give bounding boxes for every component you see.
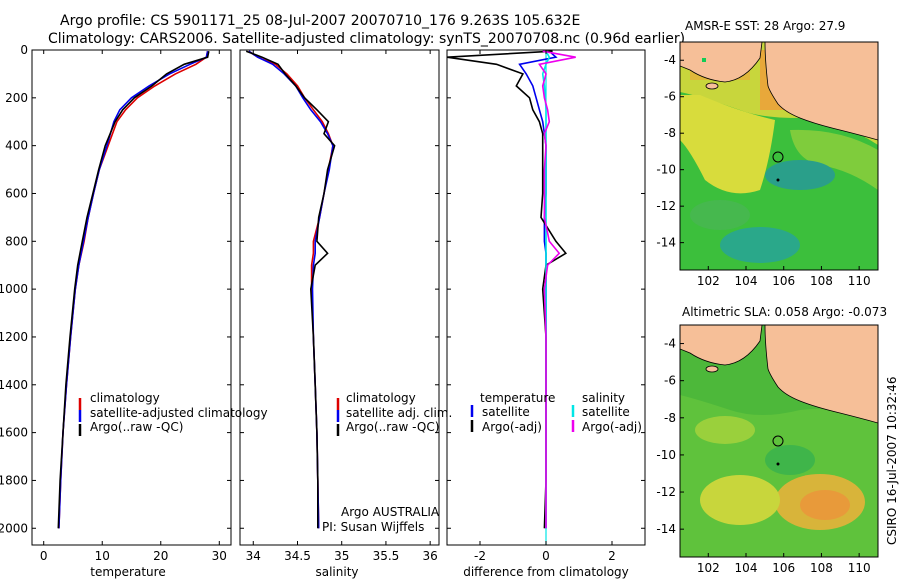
y-tick-label: 0 bbox=[20, 43, 28, 57]
map-x-tick-label: 110 bbox=[848, 561, 871, 575]
y-tick-label: 1600 bbox=[0, 426, 28, 440]
series-line-satellite-adj-clim- bbox=[248, 50, 334, 529]
difference-panel bbox=[447, 50, 576, 545]
x-tick-label: 35.5 bbox=[373, 549, 400, 563]
y-tick-label: 200 bbox=[5, 91, 28, 105]
sst-profile-dot bbox=[776, 178, 780, 182]
salinity-xlabel: salinity bbox=[315, 565, 358, 579]
map-y-tick-label: -10 bbox=[656, 163, 676, 177]
y-tick-label: 600 bbox=[5, 186, 28, 200]
sst-map bbox=[680, 42, 878, 270]
salinity-axes-frame bbox=[239, 49, 440, 546]
temperature-legend: climatology satellite-adjusted climatolo… bbox=[78, 391, 268, 436]
map-x-tick-label: 108 bbox=[810, 561, 833, 575]
map-x-tick-label: 102 bbox=[697, 274, 720, 288]
x-tick-label: 34 bbox=[246, 549, 261, 563]
timestamp-credit: CSIRO 16-Jul-2007 10:32:46 bbox=[885, 377, 899, 545]
difference-ticks: -2 0 2 bbox=[447, 49, 645, 563]
salinity-panel bbox=[245, 50, 336, 529]
y-tick-label: 1800 bbox=[0, 473, 28, 487]
map-x-tick-label: 106 bbox=[772, 274, 795, 288]
legend-label-climatology: climatology bbox=[90, 391, 160, 405]
x-tick-label: 0 bbox=[542, 549, 550, 563]
map-x-tick-label: 104 bbox=[735, 274, 758, 288]
series-line-satellite-adjusted-climatology bbox=[58, 51, 209, 529]
y-tick-label: 1400 bbox=[0, 378, 28, 392]
legend-label-satellite-adj: satellite adj. clim. bbox=[346, 406, 452, 420]
series-line-temperature-satellite bbox=[518, 50, 558, 529]
x-tick-label: 0 bbox=[40, 549, 48, 563]
series-line-climatology bbox=[58, 51, 209, 529]
map-x-tick-label: 106 bbox=[772, 561, 795, 575]
map-y-tick-label: -6 bbox=[664, 374, 676, 388]
salinity-ticks: 34 34.5 35 35.5 36 bbox=[240, 49, 439, 563]
map-x-tick-label: 102 bbox=[697, 561, 720, 575]
temperature-xlabel: temperature bbox=[90, 565, 165, 579]
temperature-panel bbox=[57, 51, 210, 529]
credit-line-2: PI: Susan Wijffels bbox=[322, 520, 424, 534]
y-tick-label: 400 bbox=[5, 139, 28, 153]
x-tick-label: 20 bbox=[153, 549, 168, 563]
x-tick-label: 30 bbox=[212, 549, 227, 563]
legend-label-satellite-adjusted: satellite-adjusted climatology bbox=[90, 406, 268, 420]
x-tick-label: -2 bbox=[474, 549, 486, 563]
legend-label-argo: Argo(..raw -QC) bbox=[90, 420, 183, 434]
series-line-argo-raw-qc- bbox=[57, 51, 210, 529]
legend-label-temp-argo: Argo(-adj) bbox=[482, 420, 542, 434]
y-tick-label: 1200 bbox=[0, 330, 28, 344]
sst-map-title: AMSR-E SST: 28 Argo: 27.9 bbox=[685, 19, 845, 33]
salinity-legend: climatology satellite adj. clim. Argo(..… bbox=[322, 391, 452, 534]
map-y-tick-label: -6 bbox=[664, 90, 676, 104]
map-y-tick-label: -8 bbox=[664, 126, 676, 140]
difference-legend: temperature satellite Argo(-adj) salinit… bbox=[470, 391, 642, 434]
x-tick-label: 2 bbox=[608, 549, 616, 563]
temperature-ticks: 0 10 20 30 0 200 400 600 800 1000 1200 1400 1600 1800… bbox=[0, 43, 231, 563]
legend-label-sal-argo: Argo(-adj) bbox=[582, 420, 642, 434]
map-y-tick-label: -12 bbox=[656, 199, 676, 213]
series-line-salinity-argo-adj- bbox=[538, 50, 576, 529]
x-tick-label: 10 bbox=[95, 549, 110, 563]
x-tick-label: 35 bbox=[334, 549, 349, 563]
x-tick-label: 36 bbox=[423, 549, 438, 563]
map-y-tick-label: -4 bbox=[664, 53, 676, 67]
map-y-tick-label: -14 bbox=[656, 522, 676, 536]
sst-map-ticks: 102 104 106 108 110 -4 -6 -8 -10 -12 -14 bbox=[656, 53, 870, 288]
legend-label-argo: Argo(..raw -QC) bbox=[346, 420, 439, 434]
sla-map-title: Altimetric SLA: 0.058 Argo: -0.073 bbox=[682, 305, 887, 319]
header-title-line2: Climatology: CARS2006. Satellite-adjuste… bbox=[48, 31, 685, 47]
map-x-tick-label: 104 bbox=[735, 561, 758, 575]
sla-map-ticks: 102 104 106 108 110 -4 -6 -8 -10 -12 -14 bbox=[656, 337, 870, 575]
sla-profile-marker bbox=[772, 435, 784, 447]
legend-heading-temperature: temperature bbox=[480, 391, 555, 405]
legend-label-temp-satellite: satellite bbox=[482, 405, 530, 419]
header-title-line1: Argo profile: CS 5901171_25 08-Jul-2007 … bbox=[60, 13, 580, 29]
temperature-axes-frame bbox=[31, 49, 232, 546]
map-y-tick-label: -4 bbox=[664, 337, 676, 351]
x-tick-label: 34.5 bbox=[284, 549, 311, 563]
legend-label-sal-satellite: satellite bbox=[582, 405, 630, 419]
credit-line-1: Argo AUSTRALIA bbox=[341, 505, 440, 519]
sla-map bbox=[680, 325, 878, 557]
map-x-tick-label: 108 bbox=[810, 274, 833, 288]
y-tick-label: 800 bbox=[5, 234, 28, 248]
map-y-tick-label: -8 bbox=[664, 411, 676, 425]
legend-heading-salinity: salinity bbox=[582, 391, 625, 405]
sla-map-frame bbox=[679, 324, 879, 558]
map-y-tick-label: -10 bbox=[656, 448, 676, 462]
series-line-temperature-argo-adj- bbox=[447, 50, 568, 529]
difference-xlabel: difference from climatology bbox=[463, 565, 629, 579]
sst-map-frame bbox=[679, 41, 879, 271]
sst-profile-marker bbox=[772, 151, 784, 163]
map-y-tick-label: -14 bbox=[656, 236, 676, 250]
map-y-tick-label: -12 bbox=[656, 485, 676, 499]
series-line-argo-raw-qc- bbox=[245, 50, 336, 529]
sla-profile-dot bbox=[776, 462, 780, 466]
y-tick-label: 1000 bbox=[0, 282, 28, 296]
y-tick-label: 2000 bbox=[0, 521, 28, 535]
map-x-tick-label: 110 bbox=[848, 274, 871, 288]
legend-label-climatology: climatology bbox=[346, 391, 416, 405]
